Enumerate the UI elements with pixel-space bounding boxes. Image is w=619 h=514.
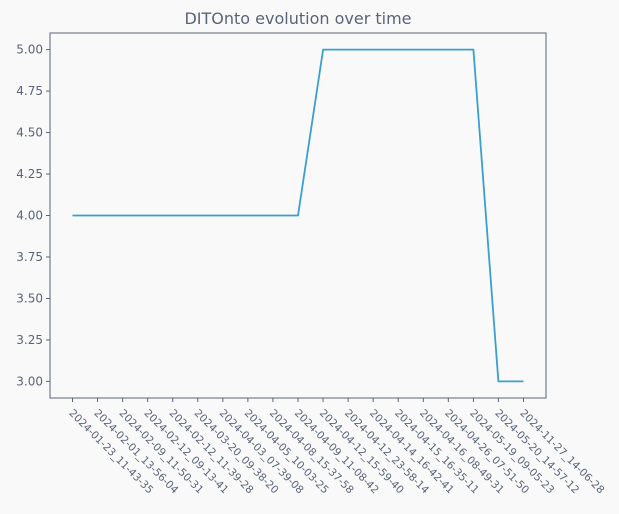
data-point <box>497 380 500 383</box>
chart-title: DITOnto evolution over time <box>184 9 411 28</box>
data-point <box>372 48 375 51</box>
data-point <box>472 48 475 51</box>
data-point <box>522 380 525 383</box>
data-point <box>297 214 300 217</box>
data-point <box>121 214 124 217</box>
data-point <box>347 48 350 51</box>
y-tick-label: 5.00 <box>16 43 43 57</box>
data-point <box>146 214 149 217</box>
data-point <box>246 214 249 217</box>
y-tick-label: 3.00 <box>16 374 43 388</box>
data-point <box>171 214 174 217</box>
y-tick-label: 3.25 <box>16 333 43 347</box>
data-point <box>397 48 400 51</box>
y-tick-label: 4.25 <box>16 167 43 181</box>
plot-area: 3.003.253.503.754.004.254.504.755.002024… <box>16 32 606 497</box>
data-point <box>221 214 224 217</box>
data-point <box>447 48 450 51</box>
data-point <box>271 214 274 217</box>
data-point <box>71 214 74 217</box>
data-point <box>422 48 425 51</box>
data-point <box>322 48 325 51</box>
y-tick-label: 4.75 <box>16 84 43 98</box>
series-line <box>72 48 524 383</box>
y-tick-label: 4.50 <box>16 126 43 140</box>
data-point <box>96 214 99 217</box>
y-tick-label: 3.75 <box>16 250 43 264</box>
data-point <box>196 214 199 217</box>
y-tick-label: 3.50 <box>16 291 43 305</box>
y-tick-label: 4.00 <box>16 209 43 223</box>
